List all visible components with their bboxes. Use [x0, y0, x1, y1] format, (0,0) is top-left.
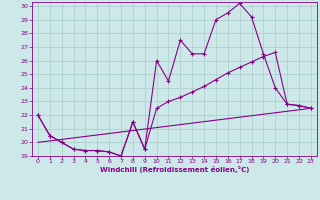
- X-axis label: Windchill (Refroidissement éolien,°C): Windchill (Refroidissement éolien,°C): [100, 166, 249, 173]
